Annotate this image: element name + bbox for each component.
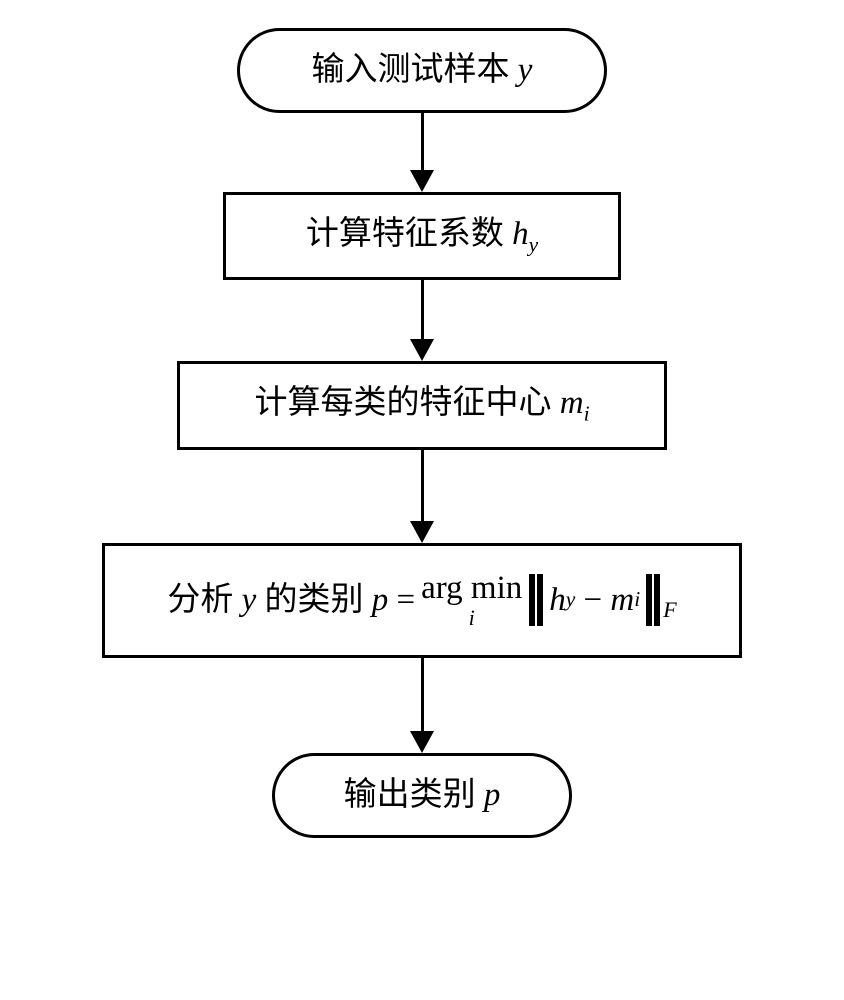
- node-output-class: 输出类别 p: [272, 753, 572, 838]
- node-label: 输入测试样本 y: [312, 49, 533, 92]
- norm-expression: hy − mi F: [528, 574, 676, 626]
- arrow-head-icon: [410, 521, 434, 543]
- edge-2: [410, 280, 434, 361]
- node-input-sample: 输入测试样本 y: [237, 28, 607, 113]
- flowchart-container: 输入测试样本 y 计算特征系数 hy 计算每类的特征中心 mi 分析 y 的类别…: [102, 28, 742, 838]
- arrow-head-icon: [410, 170, 434, 192]
- node-compute-class-center: 计算每类的特征中心 mi: [177, 361, 667, 449]
- arrow-line: [421, 450, 424, 522]
- arrow-line: [421, 280, 424, 340]
- node-label: 计算每类的特征中心 mi: [254, 382, 589, 428]
- edge-4: [410, 658, 434, 753]
- arrow-line: [421, 113, 424, 171]
- node-label: 输出类别 p: [344, 774, 501, 817]
- arrow-head-icon: [410, 731, 434, 753]
- node-analyze-class: 分析 y 的类别 p = arg min i hy − mi F: [102, 543, 742, 658]
- arrow-line: [421, 658, 424, 732]
- arrow-head-icon: [410, 339, 434, 361]
- edge-3: [410, 450, 434, 543]
- argmin: arg min i: [421, 572, 522, 629]
- edge-1: [410, 113, 434, 192]
- node-label: 计算特征系数 hy: [306, 213, 538, 259]
- node-compute-feature-coef: 计算特征系数 hy: [223, 192, 621, 280]
- node-label: 分析 y 的类别 p = arg min i hy − mi F: [167, 572, 676, 629]
